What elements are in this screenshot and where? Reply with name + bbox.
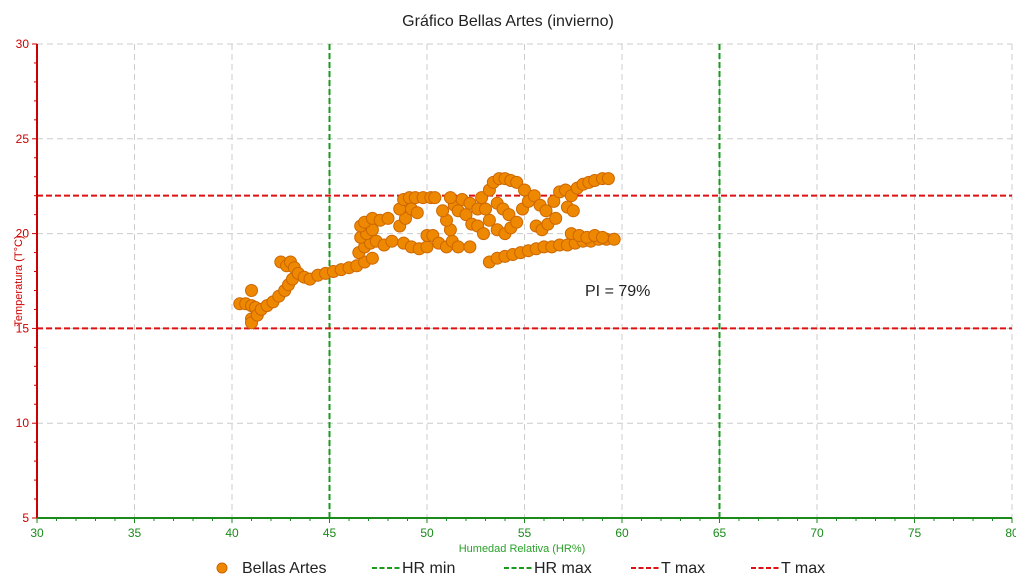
data-point bbox=[547, 194, 561, 208]
data-point bbox=[245, 284, 258, 297]
data-point bbox=[399, 211, 412, 225]
data-point bbox=[381, 211, 395, 225]
data-point bbox=[510, 215, 524, 229]
y-tick-label: 15 bbox=[16, 321, 30, 335]
data-points bbox=[233, 172, 621, 330]
legend-marker-bellas-artes bbox=[216, 562, 228, 574]
data-point bbox=[420, 240, 434, 254]
data-point bbox=[549, 211, 563, 225]
data-point bbox=[527, 189, 541, 203]
grid bbox=[37, 43, 1013, 518]
data-point bbox=[601, 172, 615, 186]
data-point bbox=[410, 206, 424, 220]
data-point bbox=[475, 191, 489, 205]
data-point bbox=[510, 175, 524, 189]
data-point bbox=[596, 230, 609, 244]
x-tick-label: 40 bbox=[225, 526, 239, 540]
legend-label: T max bbox=[781, 560, 825, 577]
data-point bbox=[463, 240, 477, 254]
y-tick-label: 20 bbox=[16, 227, 30, 241]
x-tick-label: 55 bbox=[518, 526, 532, 540]
data-point bbox=[385, 234, 399, 248]
data-point bbox=[451, 240, 465, 254]
legend: Bellas Artes HR min HR max T max T max bbox=[216, 560, 825, 577]
legend-label: HR max bbox=[534, 560, 592, 577]
data-point bbox=[479, 202, 492, 216]
data-point bbox=[566, 204, 580, 218]
x-tick-label: 60 bbox=[615, 526, 629, 540]
x-tick-label: 45 bbox=[323, 526, 337, 540]
legend-label-bellas-artes: Bellas Artes bbox=[242, 560, 326, 577]
data-point bbox=[365, 251, 379, 265]
x-tick-label: 65 bbox=[713, 526, 727, 540]
chart-title: Gráfico Bellas Artes (invierno) bbox=[402, 13, 614, 30]
x-tick-label: 30 bbox=[30, 526, 44, 540]
y-axis-label: Temperatura (T°C) bbox=[13, 235, 25, 326]
data-point bbox=[607, 232, 621, 246]
data-point bbox=[459, 208, 473, 222]
x-tick-label: 50 bbox=[420, 526, 434, 540]
axes bbox=[32, 43, 1013, 523]
y-tick-label: 5 bbox=[22, 511, 29, 525]
y-tick-label: 25 bbox=[16, 132, 30, 146]
data-point bbox=[436, 204, 450, 218]
y-tick-label: 10 bbox=[16, 416, 30, 430]
data-point bbox=[518, 183, 531, 197]
data-point bbox=[539, 204, 553, 218]
x-tick-label: 70 bbox=[810, 526, 824, 540]
pi-annotation: PI = 79% bbox=[585, 283, 650, 300]
x-axis-label: Humedad Relativa (HR%) bbox=[459, 543, 586, 555]
data-point bbox=[428, 191, 442, 205]
data-point bbox=[502, 208, 516, 222]
tick-labels: 5 10 15 20 25 30 30 35 40 45 50 55 60 65 70 75 80 bbox=[16, 37, 1016, 540]
x-tick-label: 75 bbox=[908, 526, 922, 540]
x-tick-label: 80 bbox=[1005, 526, 1016, 540]
legend-label: T max bbox=[661, 560, 705, 577]
x-tick-label: 35 bbox=[128, 526, 142, 540]
data-point bbox=[477, 227, 490, 241]
y-tick-label: 30 bbox=[16, 37, 30, 51]
legend-label: HR min bbox=[402, 560, 455, 577]
data-point bbox=[443, 191, 457, 205]
data-point bbox=[482, 213, 496, 227]
